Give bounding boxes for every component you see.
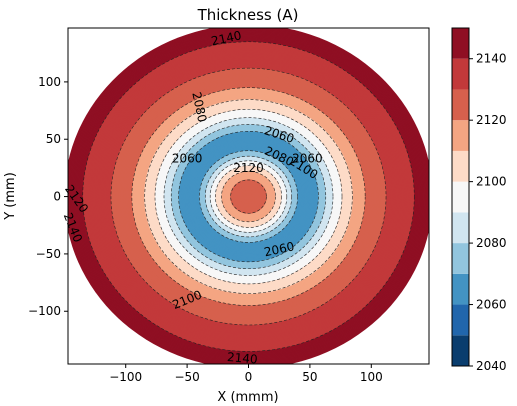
contour-line <box>178 130 319 263</box>
contour-lines <box>82 41 415 352</box>
contour-label: 2060 <box>292 152 323 166</box>
colorbar-tick-label: 2060 <box>476 298 507 312</box>
y-tick-label: 0 <box>53 190 61 204</box>
y-tick-label: −100 <box>28 304 61 318</box>
colorbar-band <box>452 28 469 59</box>
contour-label: 2060 <box>263 239 296 259</box>
colorbar-tick-label: 2140 <box>476 52 507 66</box>
contour-line <box>110 67 387 326</box>
colorbar-tick-label: 2120 <box>476 113 507 127</box>
contour-label: 2080 <box>189 91 209 124</box>
colorbar: 2040 2060 2080 2100 2120 2140 <box>451 27 507 373</box>
y-axis: −100 −50 0 50 100 <box>28 75 68 318</box>
contour-line <box>215 165 282 228</box>
x-tick-label: 100 <box>360 370 383 384</box>
colorbar-band <box>452 58 469 90</box>
y-tick-label: 100 <box>38 75 61 89</box>
contour-line <box>154 108 343 285</box>
contour-line <box>204 155 293 238</box>
x-axis-label: X (mmm) <box>217 390 278 405</box>
chart-title: Thickness (A) <box>197 6 299 24</box>
contour-line <box>170 124 327 270</box>
y-tick-label: 50 <box>46 132 61 146</box>
colorbar-tick-label: 2040 <box>476 359 507 373</box>
wafer-contour-fill <box>68 28 429 364</box>
contour-label: 2060 <box>172 152 203 166</box>
colorbar-band <box>452 150 469 182</box>
colorbar-band <box>452 89 469 121</box>
x-tick-label: −100 <box>109 370 142 384</box>
colorbar-band <box>452 181 469 213</box>
colorbar-band <box>452 335 469 366</box>
colorbar-frame <box>451 27 470 367</box>
x-tick-label: 50 <box>302 370 317 384</box>
contour-label: 2140 <box>210 28 243 48</box>
colorbar-band <box>452 304 469 336</box>
contour-line <box>82 41 415 352</box>
colorbar-band <box>452 273 469 305</box>
colorbar-tick-label: 2080 <box>476 236 507 250</box>
y-axis-label: Y (mm) <box>3 172 18 221</box>
contour-label: 2120 <box>233 161 264 175</box>
x-tick-label: −50 <box>174 370 199 384</box>
contour-line <box>163 117 334 276</box>
contour-line <box>144 99 353 294</box>
colorbar-band <box>452 120 469 151</box>
contour-line <box>209 160 288 233</box>
x-tick-label: 0 <box>245 370 253 384</box>
y-tick-label: −50 <box>36 247 61 261</box>
contour-line <box>230 179 267 214</box>
contour-line <box>131 87 366 306</box>
contour-line <box>221 171 276 223</box>
colorbar-band <box>452 212 469 244</box>
colorbar-tick-label: 2100 <box>476 175 507 189</box>
contour-ring <box>247 195 250 198</box>
colorbar-band <box>452 243 469 274</box>
x-axis: −100 −50 0 50 100 <box>109 364 383 384</box>
contour-label: 2140 <box>227 350 259 367</box>
